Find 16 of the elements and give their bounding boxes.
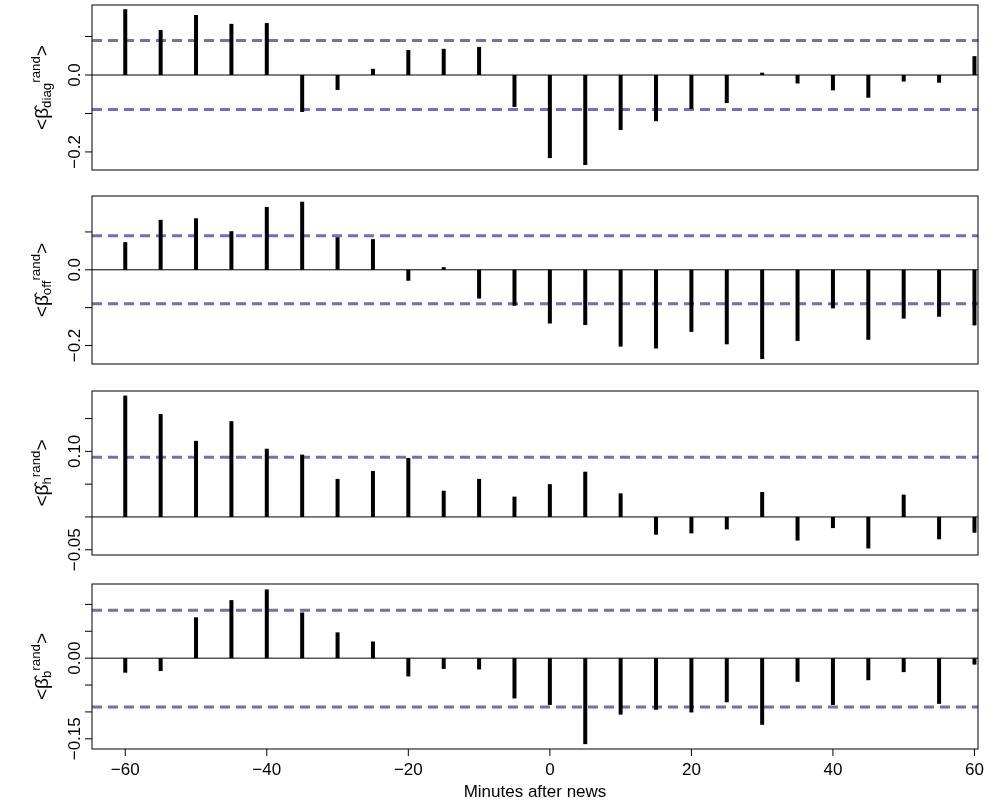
- y-tick-label: 0.10: [65, 434, 84, 468]
- y-tick-label: −0.2: [65, 135, 84, 169]
- x-tick-label: 0: [545, 760, 555, 779]
- x-tick-label: 20: [681, 760, 701, 779]
- y-tick-label: −0.05: [65, 528, 84, 572]
- x-tick-label: −20: [393, 760, 423, 779]
- x-tick-label: −60: [110, 760, 140, 779]
- y-tick-label: −0.15: [65, 717, 84, 761]
- x-tick-label: 40: [823, 760, 843, 779]
- y-tick-label: −0.2: [65, 328, 84, 363]
- x-axis-title: Minutes after news: [463, 782, 607, 801]
- x-tick-label: 60: [965, 760, 984, 779]
- y-tick-label: 0.0: [65, 257, 84, 282]
- x-tick-label: −40: [252, 760, 282, 779]
- y-tick-label: 0.0: [65, 63, 84, 87]
- y-tick-label: 0.00: [65, 641, 84, 675]
